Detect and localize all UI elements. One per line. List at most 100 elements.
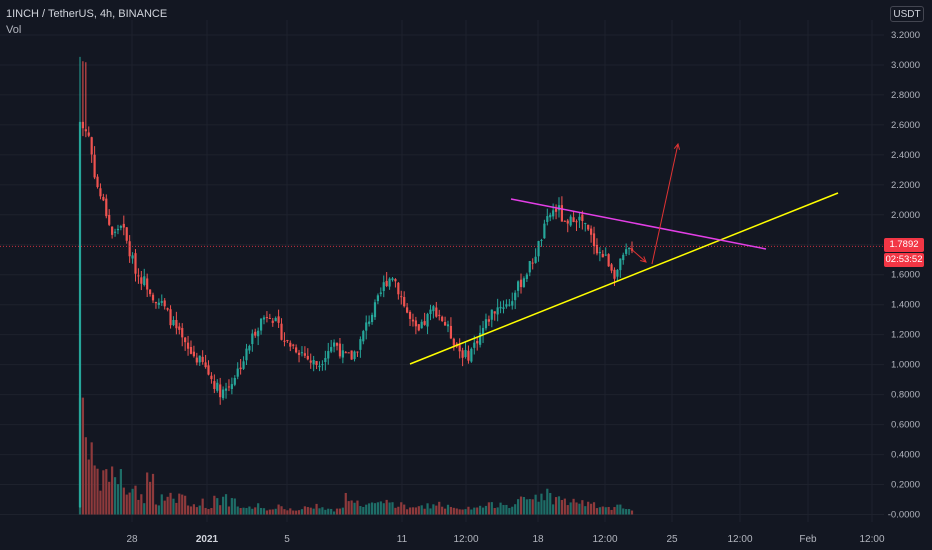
volume-bar — [619, 504, 622, 515]
volume-bar — [587, 501, 590, 515]
volume-bar — [441, 506, 444, 515]
currency-unit-badge[interactable]: USDT — [890, 6, 924, 22]
price-tick-label: 0.8000 — [891, 390, 920, 401]
volume-bar — [514, 504, 517, 515]
candle-body — [581, 214, 584, 221]
candle-body — [90, 137, 93, 155]
candle-body — [531, 262, 534, 264]
candle-body — [318, 365, 321, 368]
symbol-title[interactable]: 1INCH / TetherUS, 4h, BINANCE — [6, 8, 168, 20]
volume-bar — [484, 505, 488, 515]
bar-countdown-tag: 02:53:52 — [884, 253, 924, 267]
candle-body — [350, 350, 353, 360]
volume-bar — [280, 506, 283, 515]
candle-body — [607, 254, 610, 267]
candle-body — [254, 331, 257, 336]
volume-bar — [549, 493, 552, 515]
candle-body — [312, 360, 315, 365]
candle-body — [464, 350, 467, 357]
candle-body — [268, 318, 271, 320]
volume-bar — [338, 508, 342, 515]
volume-bar — [359, 506, 362, 515]
candle-body — [522, 278, 526, 287]
volume-bar — [335, 508, 339, 515]
volume-bar — [625, 509, 628, 515]
candle-body — [192, 351, 196, 357]
candle-body — [181, 328, 184, 338]
candle-body — [251, 333, 254, 345]
candle-body — [563, 220, 566, 222]
candle-body — [239, 367, 242, 370]
candle-body — [306, 355, 309, 360]
candle-body — [610, 264, 613, 271]
volume-bar — [154, 504, 158, 515]
candle-body — [619, 258, 622, 271]
candle-body — [441, 316, 444, 321]
volume-bar — [113, 477, 117, 515]
candle-body — [359, 339, 362, 350]
volume-bar — [175, 502, 178, 515]
volume-bar — [411, 507, 415, 515]
support-trendline — [409, 192, 839, 365]
volume-bar — [610, 509, 613, 515]
resistance-trendline — [510, 198, 767, 250]
candle-body — [584, 223, 587, 225]
candle-body — [160, 301, 163, 303]
volume-bar — [128, 492, 131, 515]
candle-body — [315, 360, 318, 366]
candle-body — [365, 322, 368, 331]
candle-body — [286, 340, 289, 342]
candle-body — [587, 224, 590, 230]
projection-arrow — [629, 247, 647, 263]
time-tick-label: 12:00 — [859, 534, 884, 545]
candle-body — [102, 196, 105, 201]
candle-body — [487, 319, 490, 322]
volume-bar — [630, 510, 634, 515]
candle-body — [578, 216, 581, 221]
price-tick-label: 0.4000 — [891, 450, 920, 461]
candle-body — [157, 302, 160, 305]
candle-body — [394, 279, 397, 282]
time-tick-label: 28 — [126, 534, 138, 545]
candle-body — [324, 357, 327, 363]
volume-bar — [481, 507, 485, 515]
drawings — [0, 142, 884, 365]
candle-body — [493, 311, 496, 314]
volume-bar — [458, 509, 461, 515]
candle-body — [397, 282, 400, 295]
volume-bar — [277, 504, 280, 515]
price-tick-label: -0.0000 — [888, 510, 920, 521]
volume-bar — [189, 506, 193, 515]
volume-bar — [592, 502, 596, 515]
volume-bar — [148, 481, 152, 515]
volume-bar — [554, 497, 558, 515]
volume-indicator-label[interactable]: Vol — [6, 24, 22, 36]
candle-body — [452, 338, 455, 346]
volume-bar — [516, 499, 520, 515]
volume-bar — [251, 508, 254, 515]
volume-bar — [470, 509, 473, 515]
volume-bar — [198, 505, 201, 515]
volume-bar — [224, 494, 228, 515]
candle-body — [335, 343, 339, 346]
candle-body — [154, 301, 158, 304]
volume-bar — [452, 507, 455, 515]
candle-body — [403, 296, 406, 307]
volume-bar — [303, 506, 306, 515]
volume-bar — [99, 490, 102, 515]
volume-bar — [557, 496, 561, 515]
volume-bar — [379, 501, 382, 515]
candle-body — [219, 384, 222, 398]
candle-body — [134, 253, 137, 274]
volume-bar — [519, 496, 523, 515]
volume-bar — [195, 507, 198, 515]
volume-bar — [210, 508, 213, 515]
candle-body — [184, 337, 187, 343]
candle-body — [598, 252, 601, 254]
volume-bar — [563, 498, 566, 515]
volume-bar — [254, 507, 257, 515]
volume-bar — [356, 500, 359, 515]
candle-body — [271, 320, 274, 323]
